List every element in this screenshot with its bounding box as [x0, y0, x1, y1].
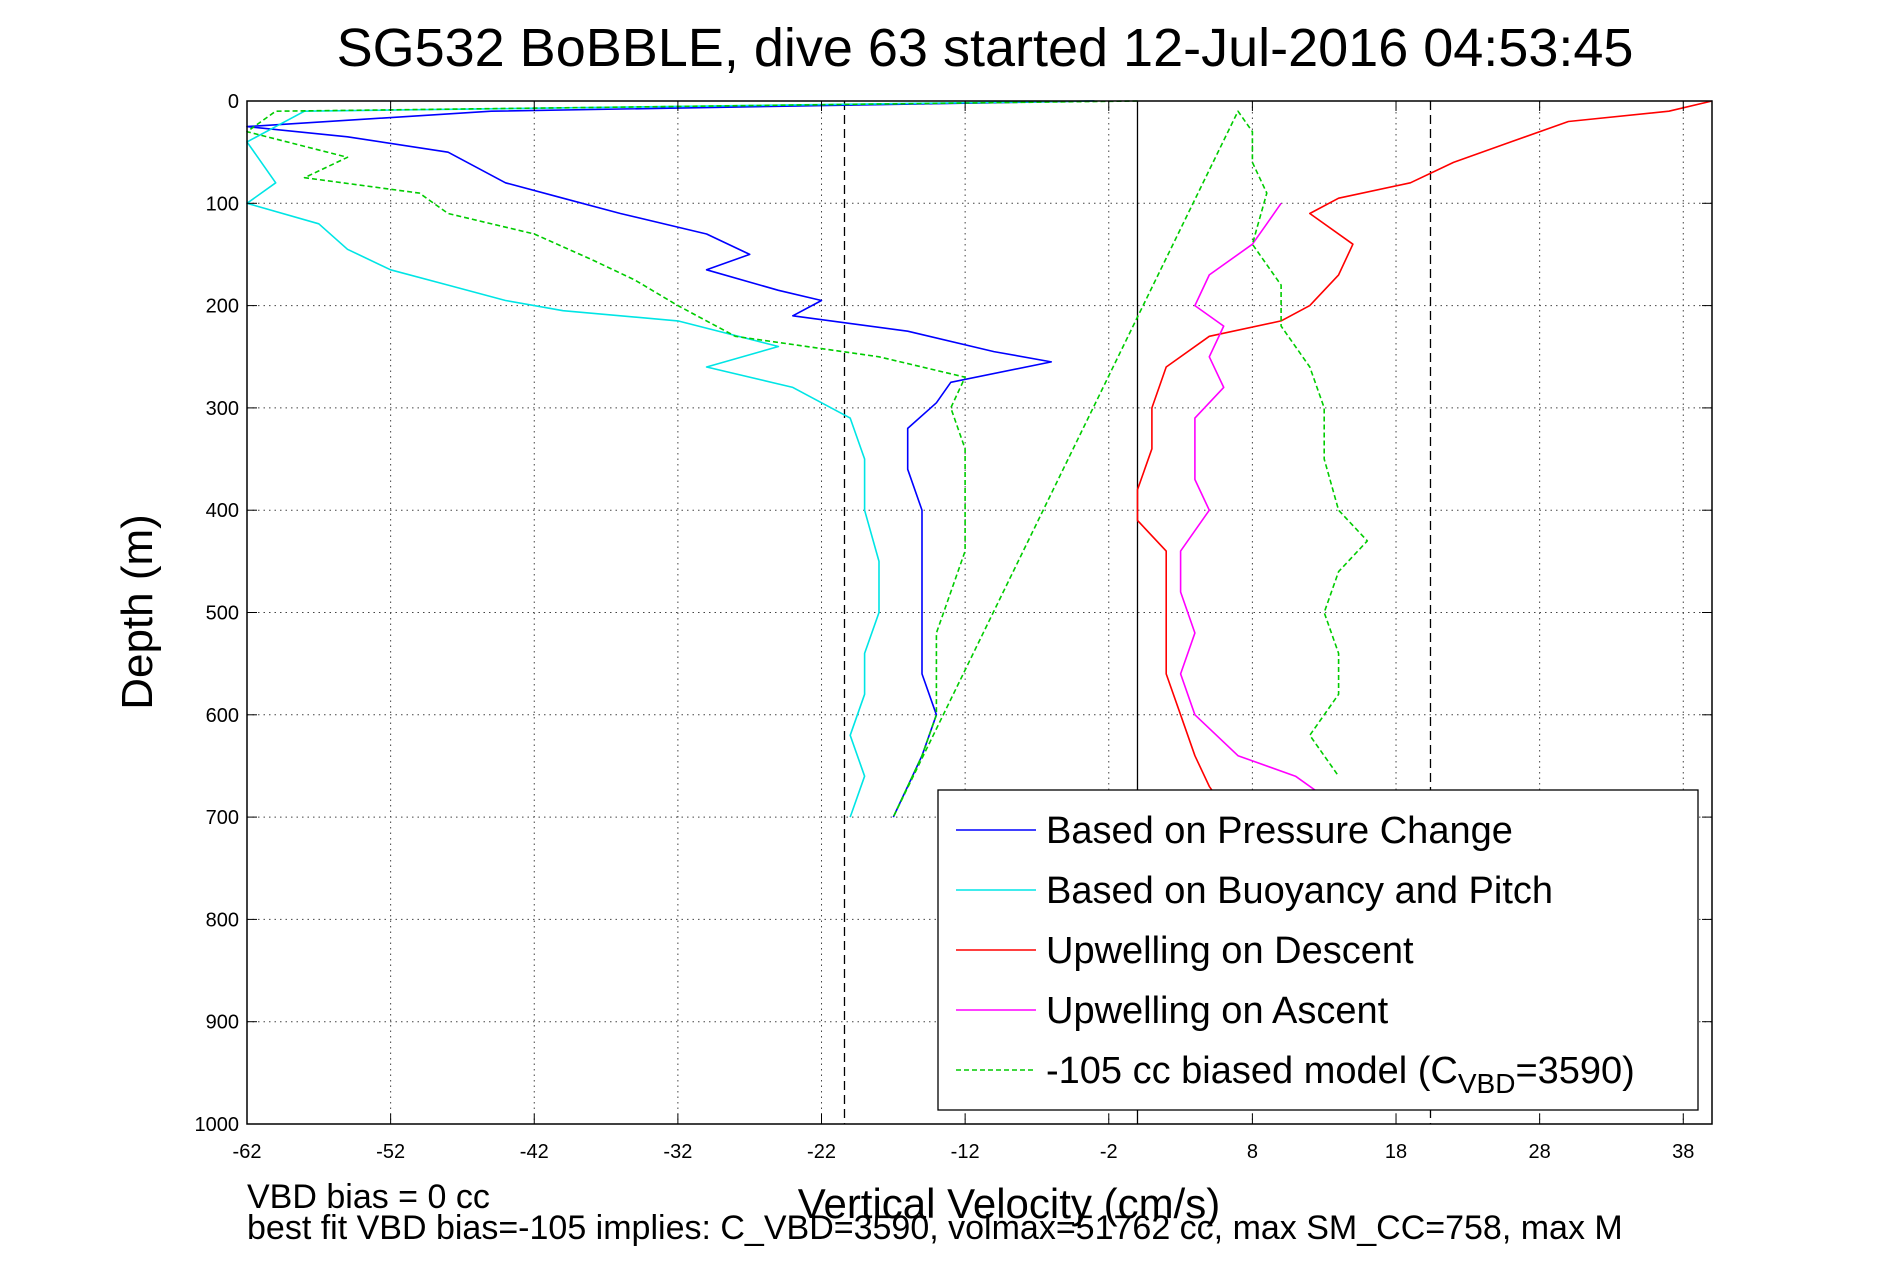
- y-tick-label: 900: [206, 1012, 239, 1034]
- series-group: [246, 100, 1713, 818]
- y-tick-label: 500: [206, 603, 239, 625]
- x-tick-label: -42: [520, 1141, 549, 1163]
- x-tick-label: -62: [233, 1141, 262, 1163]
- x-tick-label: 18: [1385, 1141, 1407, 1163]
- legend-label-2: Based on Buoyancy and Pitch: [1046, 870, 1553, 912]
- series-line-3: [1136, 100, 1713, 808]
- x-tick-label: -32: [663, 1141, 692, 1163]
- legend-label-4: Upwelling on Ascent: [1046, 990, 1389, 1032]
- x-tick-label: 8: [1247, 1141, 1258, 1163]
- y-tick-label: 200: [206, 296, 239, 318]
- chart-title: SG532 BoBBLE, dive 63 started 12-Jul-201…: [337, 18, 1634, 78]
- x-tick-label: -52: [376, 1141, 405, 1163]
- x-tick-label: 28: [1529, 1141, 1551, 1163]
- x-axis-label: Vertical Velocity (cm/s): [798, 1180, 1220, 1227]
- y-tick-label: 700: [206, 807, 239, 829]
- x-tick-label: 38: [1672, 1141, 1694, 1163]
- series-line-1: [246, 100, 1095, 818]
- x-tick-label: -2: [1100, 1141, 1118, 1163]
- best-fit-note: best fit VBD bias=-105 implies: C_VBD=35…: [247, 1209, 1623, 1247]
- series-line-5: [246, 100, 1369, 818]
- vbd-bias-note: VBD bias = 0 cc: [247, 1178, 490, 1216]
- axes: [246, 100, 1713, 1125]
- legend-label-1: Based on Pressure Change: [1046, 810, 1513, 852]
- x-tick-label: -12: [951, 1141, 980, 1163]
- series-line-2: [246, 100, 1095, 818]
- legend: Based on Pressure Change Based on Buoyanc…: [937, 789, 1699, 1111]
- tick-labels: -62 -52 -42 -32 -22 -12 -2 8 18 28 38 0 100 200 300 400…: [195, 91, 1695, 1163]
- x-tick-label: -22: [807, 1141, 836, 1163]
- y-tick-label: 300: [206, 398, 239, 420]
- y-tick-label: 1000: [195, 1114, 240, 1136]
- y-tick-label: 800: [206, 909, 239, 931]
- legend-label-3: Upwelling on Descent: [1046, 930, 1414, 972]
- y-tick-label: 0: [228, 91, 239, 113]
- y-tick-label: 600: [206, 705, 239, 727]
- y-tick-label: 400: [206, 500, 239, 522]
- y-tick-label: 100: [206, 193, 239, 215]
- y-axis-label: Depth (m): [113, 514, 162, 710]
- legend-label-5: -105 cc biased model (CVBD=3590): [1046, 1050, 1635, 1099]
- legend-box: [937, 789, 1699, 1111]
- series-line-4: [1179, 202, 1325, 798]
